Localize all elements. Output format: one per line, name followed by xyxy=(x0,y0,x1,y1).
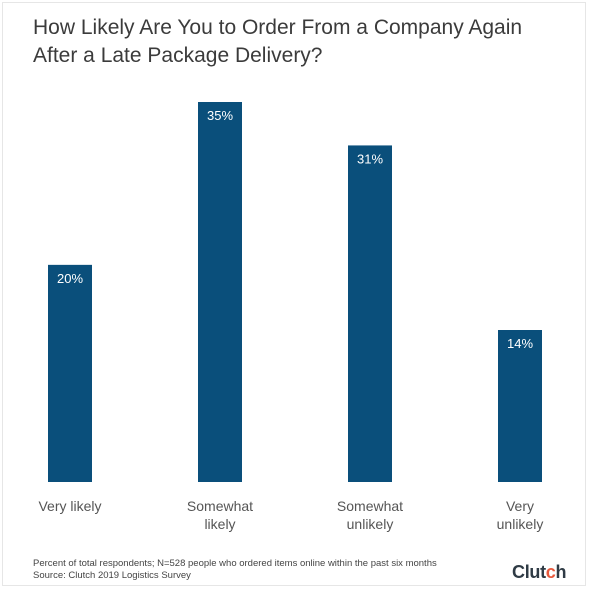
category-label-0-0: Very likely xyxy=(38,498,101,514)
logo-text-end: h xyxy=(555,562,567,582)
bar-1 xyxy=(198,102,242,482)
category-label-1-0: Somewhat xyxy=(187,498,253,514)
category-label-3-1: unlikely xyxy=(497,516,544,532)
logo-accent-letter: c xyxy=(545,562,556,582)
bar-2 xyxy=(348,145,392,482)
category-label-1-1: likely xyxy=(204,516,235,532)
chart-frame xyxy=(2,2,586,586)
category-label-3-0: Very xyxy=(506,498,534,514)
category-label-2-0: Somewhat xyxy=(337,498,403,514)
footnote: Percent of total respondents; N=528 peop… xyxy=(33,558,437,582)
clutch-logo: Clutch xyxy=(512,562,567,583)
bar-0 xyxy=(48,264,92,482)
chart-title: How Likely Are You to Order From a Compa… xyxy=(33,16,523,67)
data-label-2: 31% xyxy=(357,151,383,166)
logo-text-main: Clut xyxy=(512,562,546,582)
data-label-0: 20% xyxy=(57,271,83,286)
data-label-1: 35% xyxy=(207,108,233,123)
footnote-source: Source: Clutch 2019 Logistics Survey xyxy=(33,570,191,581)
footnote-respondents: Percent of total respondents; N=528 peop… xyxy=(33,558,437,569)
bar-3 xyxy=(498,330,542,482)
category-label-2-1: unlikely xyxy=(347,516,394,532)
data-label-3: 14% xyxy=(507,336,533,351)
